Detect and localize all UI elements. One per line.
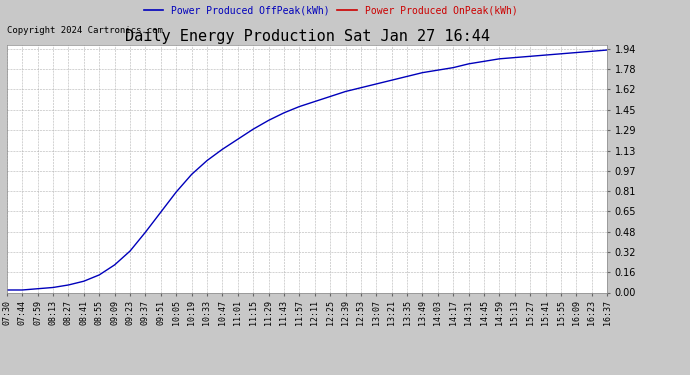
Legend: Power Produced OffPeak(kWh), Power Produced OnPeak(kWh): Power Produced OffPeak(kWh), Power Produ… (144, 5, 518, 15)
Title: Daily Energy Production Sat Jan 27 16:44: Daily Energy Production Sat Jan 27 16:44 (125, 29, 489, 44)
Text: Copyright 2024 Cartronics.com: Copyright 2024 Cartronics.com (7, 26, 163, 35)
